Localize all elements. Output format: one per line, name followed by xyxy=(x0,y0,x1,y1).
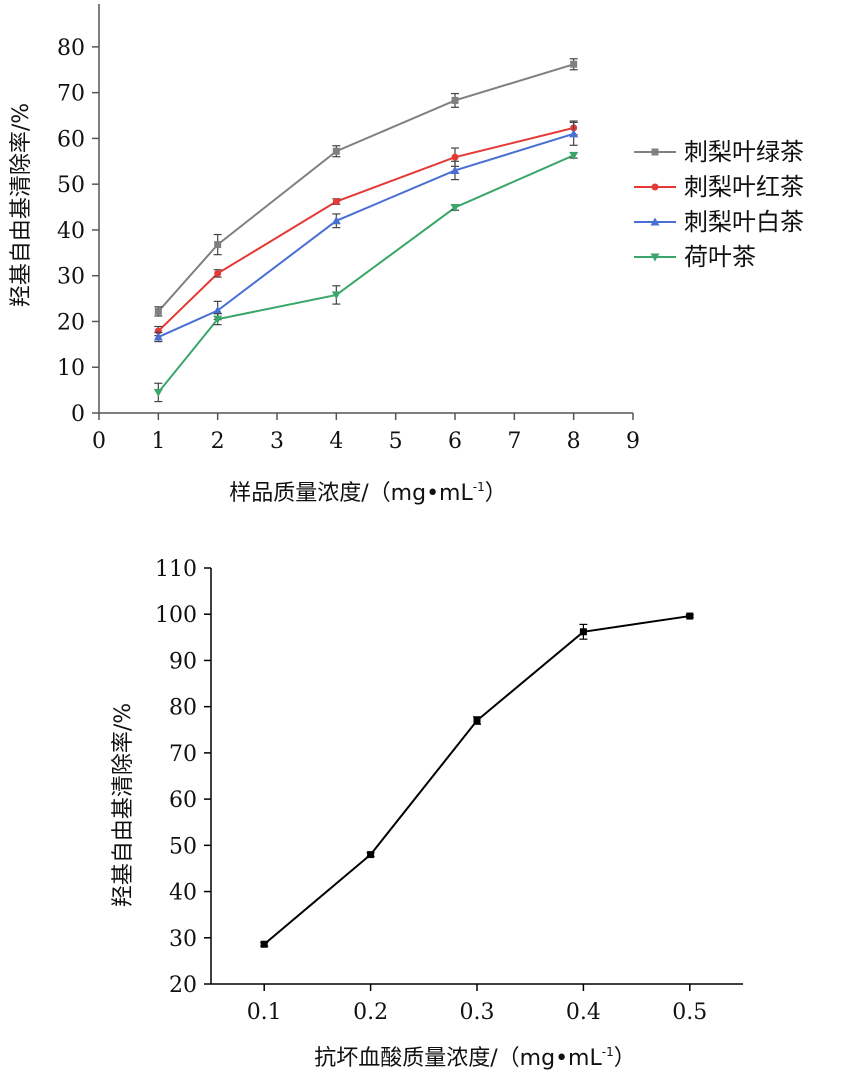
chart-2-series-0-point xyxy=(579,628,587,636)
legend-marker-2 xyxy=(650,217,660,226)
legend-marker-0 xyxy=(651,148,659,156)
chart-2-y-tick-label: 70 xyxy=(169,742,197,767)
chart-1-series-0-point xyxy=(570,60,578,68)
chart-2-y-tick-label: 90 xyxy=(169,649,197,674)
chart-2-series-0-point xyxy=(367,851,375,859)
chart-2-y-tick-label: 40 xyxy=(169,881,197,906)
chart-2-y-tick-label: 60 xyxy=(169,788,197,813)
chart-2-x-tick-label: 0.5 xyxy=(672,1000,707,1025)
chart-1-y-tick-label: 50 xyxy=(57,173,85,198)
chart-1-x-tick-label: 6 xyxy=(448,429,462,454)
chart-1-x-tick-label: 4 xyxy=(329,429,343,454)
legend-label-2: 刺梨叶白茶 xyxy=(684,208,804,236)
chart-2-series-0-line xyxy=(263,615,690,946)
chart-2-series-0-point xyxy=(686,612,694,620)
chart-1-x-tick-label: 1 xyxy=(151,429,165,454)
chart-1-series-2-point xyxy=(153,332,163,341)
chart-2-y-tick-label: 20 xyxy=(169,973,197,998)
chart-2-ascorbic-acid: 20 30 40 50 60 70 80 90 100 110 0.1 0.2 0.3 0.4 0.5 羟基… xyxy=(111,557,743,1071)
chart-1-x-tick-label: 7 xyxy=(507,429,521,454)
legend-label-3: 荷叶茶 xyxy=(684,243,756,271)
chart-1-y-tick-label: 20 xyxy=(57,310,85,335)
chart-1-series-2-point xyxy=(569,129,579,138)
chart-1-series-1-point xyxy=(332,198,340,206)
chart-1-y-tick-label: 0 xyxy=(71,402,85,427)
chart-2-x-tick-label: 0.3 xyxy=(460,1000,495,1025)
chart-2-x-tick-label: 0.4 xyxy=(566,1000,601,1025)
chart-2-y-tick-label: 110 xyxy=(155,557,197,582)
chart-1-series-0-point xyxy=(451,96,459,104)
chart-1-series-0-point xyxy=(214,241,222,249)
legend-label-0: 刺梨叶绿茶 xyxy=(684,138,804,166)
chart-2-y-axis-label: 羟基自由基清除率/% xyxy=(111,703,136,907)
chart-1-series-2-point xyxy=(331,216,341,225)
chart-1-y-tick-label: 30 xyxy=(57,265,85,290)
legend-marker-3 xyxy=(650,253,660,262)
chart-1-x-axis-label: 样品质量浓度/（mg•mL-1） xyxy=(229,480,506,506)
chart-2-y-tick-label: 100 xyxy=(155,603,197,628)
chart-1-y-tick-label: 10 xyxy=(57,356,85,381)
chart-2-x-axis-label: 抗坏血酸质量浓度/（mg•mL-1） xyxy=(314,1045,635,1071)
chart-2-series-0-point xyxy=(260,940,268,948)
chart-1-series-1-point xyxy=(214,269,222,277)
chart-1-series-3-point xyxy=(153,388,163,397)
chart-1-x-tick-label: 3 xyxy=(270,429,284,454)
legend-marker-1 xyxy=(651,183,659,191)
chart-1-series-1-line xyxy=(157,126,574,332)
chart-1-series-2-line xyxy=(157,132,574,338)
chart-2-series-0-point xyxy=(473,717,481,725)
chart-2-y-tick-label: 50 xyxy=(169,834,197,859)
chart-1-y-tick-label: 40 xyxy=(57,219,85,244)
chart-1-series-3-point xyxy=(450,204,460,213)
chart-1-x-tick-label: 5 xyxy=(389,429,403,454)
chart-1-x-tick-label: 2 xyxy=(211,429,225,454)
chart-1-series-3-point xyxy=(213,315,223,324)
legend-label-1: 刺梨叶红茶 xyxy=(684,173,804,201)
chart-2-x-tick-label: 0.2 xyxy=(353,1000,388,1025)
chart-2-y-tick-label: 30 xyxy=(169,927,197,952)
chart-1-x-tick-label: 9 xyxy=(626,429,640,454)
chart-2-y-tick-label: 80 xyxy=(169,696,197,721)
chart-1-y-tick-label: 70 xyxy=(57,82,85,107)
chart-1-scavenging-by-tea: 0 10 20 30 40 50 60 70 80 0 1 2 3 4 5 6 7 8 9 刺梨叶绿茶刺梨叶红茶刺梨… xyxy=(9,4,804,506)
chart-1-series-0-point xyxy=(154,307,162,315)
chart-1-series-0-point xyxy=(332,147,340,155)
chart-1-y-tick-label: 60 xyxy=(57,127,85,152)
chart-1-series-2-point xyxy=(213,305,223,314)
chart-2-x-tick-label: 0.1 xyxy=(247,1000,282,1025)
chart-1-x-tick-label: 8 xyxy=(567,429,581,454)
chart-1-series-3-point xyxy=(331,291,341,300)
chart-1-series-1-point xyxy=(451,153,459,161)
chart-1-y-axis-label: 羟基自由基清除率/% xyxy=(9,103,34,307)
chart-1-series-2-point xyxy=(450,165,460,174)
chart-1-series-3-point xyxy=(569,151,579,160)
chart-1-y-tick-label: 80 xyxy=(57,36,85,61)
chart-1-x-tick-label: 0 xyxy=(92,429,106,454)
